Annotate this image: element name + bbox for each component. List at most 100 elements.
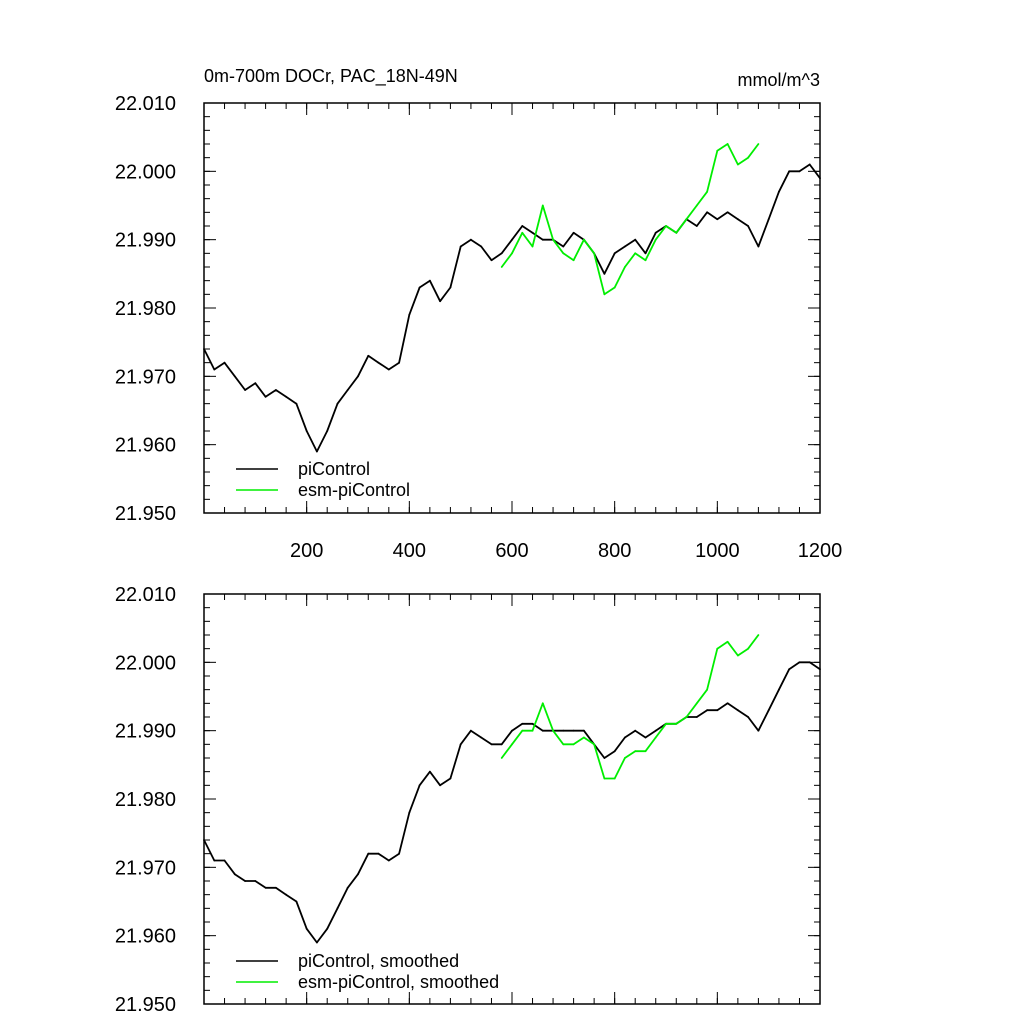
data-point — [316, 941, 318, 944]
data-point — [634, 750, 637, 753]
data-point — [521, 225, 524, 227]
data-point — [336, 402, 339, 405]
data-point — [747, 156, 749, 159]
data-point — [377, 852, 380, 855]
data-point — [716, 218, 719, 221]
data-point — [531, 245, 534, 248]
data-point — [624, 757, 626, 759]
y-tick-label: 21.990 — [115, 721, 176, 743]
data-point — [603, 272, 606, 275]
data-point — [480, 245, 483, 248]
data-point — [572, 259, 575, 262]
data-point — [572, 729, 575, 732]
data-point — [541, 729, 544, 732]
data-point — [470, 729, 472, 732]
data-point — [634, 729, 637, 732]
legend-label-esm-picontrol-smoothed: esm-piControl, smoothed — [298, 972, 499, 992]
data-point — [326, 927, 329, 930]
data-point — [778, 688, 780, 691]
data-point — [346, 389, 349, 391]
x-tick-label: 800 — [598, 540, 631, 562]
data-point — [613, 777, 616, 780]
data-point — [326, 430, 329, 432]
data-point — [387, 859, 390, 862]
data-point — [233, 375, 236, 378]
data-point — [583, 736, 585, 739]
data-point — [305, 430, 308, 432]
data-point — [716, 709, 719, 712]
data-point — [665, 722, 667, 725]
data-point — [726, 702, 729, 705]
data-point — [275, 389, 277, 391]
data-point — [747, 647, 749, 650]
data-point — [726, 640, 729, 643]
data-point — [654, 238, 657, 241]
data-point — [254, 880, 257, 882]
data-point — [675, 722, 678, 725]
data-point — [254, 382, 257, 385]
data-point — [716, 647, 719, 650]
data-point — [439, 784, 441, 787]
y-tick-label: 22.000 — [115, 652, 176, 674]
data-point — [459, 245, 462, 248]
series-line-picontrol — [203, 163, 821, 453]
data-point — [613, 252, 616, 255]
data-point — [685, 218, 688, 221]
data-point — [213, 368, 216, 371]
data-point — [480, 736, 483, 739]
data-point — [511, 238, 513, 241]
series-line-esm-picontrol-smoothed — [500, 634, 760, 780]
data-point — [613, 750, 616, 753]
data-point — [726, 143, 729, 145]
top-panel: 0m-700m DOCr, PAC_18N-49N mmol/m^3 21.95… — [115, 66, 842, 562]
data-point — [583, 729, 585, 732]
legend-label-picontrol: piControl — [298, 459, 370, 479]
data-point — [449, 777, 452, 780]
bottom-legend: piControl, smoothed esm-piControl, smoot… — [236, 951, 499, 992]
y-tick-label: 21.980 — [115, 298, 176, 320]
data-point — [203, 839, 205, 841]
data-point — [695, 204, 698, 207]
data-point — [767, 709, 770, 712]
data-point — [819, 177, 821, 180]
data-point — [624, 736, 626, 739]
data-point — [470, 238, 472, 241]
data-point — [531, 729, 534, 732]
data-point — [778, 190, 780, 193]
data-point — [285, 395, 287, 398]
y-tick-label: 22.010 — [115, 93, 176, 115]
data-point — [429, 770, 431, 773]
data-point — [726, 211, 729, 214]
data-point — [500, 743, 503, 746]
data-point — [541, 238, 544, 241]
data-point — [634, 252, 637, 255]
data-point — [757, 634, 760, 636]
x-tick-label: 400 — [393, 540, 426, 562]
data-point — [767, 218, 770, 221]
data-point — [459, 743, 462, 746]
y-tick-label: 21.960 — [115, 435, 176, 457]
data-point — [716, 149, 719, 152]
data-point — [583, 238, 585, 241]
y-tick-label: 22.000 — [115, 161, 176, 183]
data-point — [695, 716, 698, 718]
data-point — [685, 716, 688, 718]
data-point — [367, 354, 370, 357]
data-point — [695, 225, 698, 227]
data-point — [798, 170, 801, 173]
data-point — [644, 736, 647, 739]
data-point — [552, 729, 554, 732]
x-tick-label: 200 — [290, 540, 323, 562]
data-point — [223, 361, 226, 364]
y-tick-label: 21.950 — [115, 994, 176, 1016]
data-point — [357, 873, 359, 876]
data-point — [572, 231, 575, 234]
data-point — [316, 450, 318, 453]
data-point — [665, 225, 667, 227]
data-point — [285, 893, 287, 896]
data-point — [798, 661, 801, 664]
y-tick-label: 21.950 — [115, 503, 176, 525]
data-point — [757, 729, 760, 732]
data-point — [500, 757, 503, 759]
data-point — [706, 688, 708, 691]
